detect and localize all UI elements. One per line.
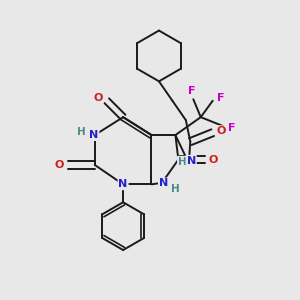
Text: N: N: [89, 130, 98, 140]
Text: N: N: [159, 178, 168, 188]
Text: O: O: [216, 126, 226, 136]
Text: H: H: [77, 127, 86, 137]
Text: F: F: [188, 86, 196, 96]
Text: O: O: [94, 93, 103, 103]
Text: O: O: [55, 160, 64, 170]
Text: H: H: [171, 184, 180, 194]
Text: H: H: [178, 157, 187, 166]
Text: F: F: [228, 123, 235, 133]
Text: O: O: [209, 154, 218, 165]
Text: N: N: [118, 179, 128, 189]
Text: F: F: [217, 93, 225, 103]
Text: N: N: [187, 156, 196, 166]
